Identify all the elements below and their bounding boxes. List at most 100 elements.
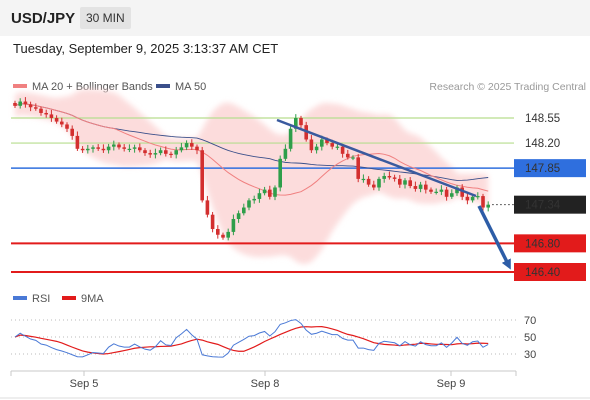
candle xyxy=(65,122,69,133)
candle-body xyxy=(288,128,293,149)
candle xyxy=(465,192,470,205)
candle-body xyxy=(80,148,85,151)
candle xyxy=(101,144,106,153)
candle-body xyxy=(231,218,236,232)
candle xyxy=(398,175,402,188)
candle-body xyxy=(18,101,22,106)
candle xyxy=(28,101,33,112)
candle xyxy=(117,142,121,150)
rsi-tick-50: 50 xyxy=(524,332,536,344)
candle-body xyxy=(112,144,116,147)
candle-body xyxy=(252,198,256,201)
candle xyxy=(299,115,303,130)
candle xyxy=(226,228,230,241)
candle xyxy=(361,174,366,183)
candle-body xyxy=(96,147,100,149)
candle-body xyxy=(283,148,288,159)
candle xyxy=(138,143,142,153)
candle-body xyxy=(268,189,272,197)
support-1-tag xyxy=(514,234,586,253)
candle-body xyxy=(361,178,366,181)
candle-body xyxy=(413,186,418,189)
candle xyxy=(429,187,433,194)
candle xyxy=(49,109,54,122)
current-price-label: 147.34 xyxy=(525,200,561,212)
candle-body xyxy=(403,180,407,185)
candle xyxy=(34,103,38,111)
candle-body xyxy=(153,153,158,155)
candle xyxy=(179,142,184,153)
rsi-legend-swatch xyxy=(13,296,27,300)
candle-body xyxy=(476,196,480,198)
candle xyxy=(288,126,293,152)
rsi-ma-legend-swatch xyxy=(62,296,76,300)
candle-body xyxy=(158,150,163,154)
candle xyxy=(382,172,386,183)
candle xyxy=(403,178,407,189)
timestamp: Tuesday, September 9, 2025 3:13:37 AM CE… xyxy=(13,41,279,56)
candle-body xyxy=(455,187,459,194)
candle-body xyxy=(86,148,90,151)
candle xyxy=(13,100,17,108)
candle xyxy=(190,139,194,150)
candle-body xyxy=(44,112,48,115)
candle-body xyxy=(216,229,220,235)
candle-body xyxy=(70,128,74,136)
candle xyxy=(294,114,298,133)
candle-body xyxy=(299,118,303,126)
candle-body xyxy=(372,184,376,188)
candle xyxy=(444,186,449,201)
bollinger-band xyxy=(15,89,489,265)
candle xyxy=(439,185,444,196)
candle-body xyxy=(465,196,470,201)
bollinger-band-area xyxy=(15,89,489,265)
candle xyxy=(96,144,100,151)
candle-body xyxy=(13,102,17,106)
candle-body xyxy=(460,187,464,197)
candle-body xyxy=(242,207,246,214)
ma50-legend-swatch xyxy=(156,84,170,88)
candle xyxy=(174,146,178,159)
candle xyxy=(413,181,418,192)
candle xyxy=(476,192,480,200)
candle xyxy=(184,140,189,151)
candle-body xyxy=(174,150,178,155)
symbol-title: USD/JPY xyxy=(11,10,76,27)
candle-body xyxy=(330,143,334,147)
candle xyxy=(366,176,371,187)
candle-body xyxy=(210,214,215,230)
candle-body xyxy=(54,118,59,122)
candle xyxy=(392,174,397,182)
timeframe-badge[interactable]: 30 MIN xyxy=(80,7,131,29)
candle xyxy=(377,176,381,191)
candle-body xyxy=(470,196,475,201)
candle-body xyxy=(346,153,350,158)
candle xyxy=(247,198,251,211)
candle xyxy=(257,188,262,203)
current-price-tag xyxy=(514,195,586,214)
candle xyxy=(205,195,210,218)
candle-body xyxy=(143,150,147,154)
candle-body xyxy=(236,213,241,219)
target-arrow xyxy=(477,205,511,270)
candle xyxy=(481,193,485,211)
candle-body xyxy=(439,189,444,192)
rsi-tick-30: 30 xyxy=(524,349,536,361)
ma20-line xyxy=(14,103,489,196)
candle xyxy=(231,214,236,236)
rsi-ma-line xyxy=(14,326,489,355)
candle-body xyxy=(205,200,210,215)
candle-body xyxy=(382,176,386,179)
resistance-2-label: 148.20 xyxy=(525,138,560,150)
candle xyxy=(39,106,43,116)
rsi-tick-70: 70 xyxy=(524,315,536,327)
support-1-label: 146.80 xyxy=(525,238,560,250)
candle-body xyxy=(39,108,43,113)
candle xyxy=(60,117,64,128)
candle-body xyxy=(294,118,298,129)
candle-body xyxy=(398,178,402,185)
candle xyxy=(106,143,111,154)
candle-body xyxy=(429,189,433,192)
candle xyxy=(408,177,412,189)
candle xyxy=(278,155,282,192)
